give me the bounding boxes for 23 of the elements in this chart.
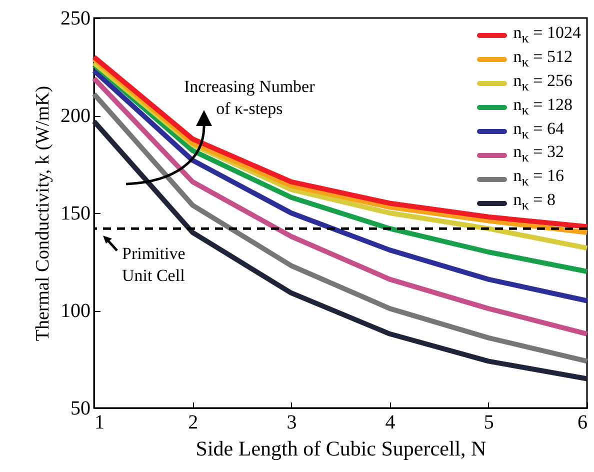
x-axis-title: Side Length of Cubic Supercell, N xyxy=(196,436,486,460)
x-tick-label: 3 xyxy=(286,412,297,434)
y-tick-label: 200 xyxy=(60,105,90,127)
legend-label: Primitive Unit Cell xyxy=(122,242,186,287)
x-tick-label: 5 xyxy=(484,412,494,434)
y-tick-label: 250 xyxy=(60,8,90,30)
legend-label: n$_{κ}$ = 512 xyxy=(513,46,572,72)
legend-label: n$_{κ}$ = 8 xyxy=(513,190,556,216)
y-tick-label: 100 xyxy=(60,300,90,322)
x-tick-label: 2 xyxy=(188,412,198,434)
x-tick-label: 6 xyxy=(578,412,588,434)
y-tick-label: 150 xyxy=(60,202,90,224)
legend-label: n$_{κ}$ = 16 xyxy=(513,166,564,192)
legend-label: n$_{κ}$ = 128 xyxy=(513,94,572,120)
annotation: Increasing Number of κ-steps xyxy=(184,76,315,120)
x-tick-label: 1 xyxy=(94,412,104,434)
x-tick-label: 4 xyxy=(385,412,396,434)
y-axis-title: Thermal Conductivity, k (W/mK) xyxy=(32,86,54,342)
y-tick-label: 50 xyxy=(70,398,90,420)
legend-label: n$_{κ}$ = 1024 xyxy=(513,23,581,48)
legend-label: n$_{κ}$ = 32 xyxy=(513,142,564,168)
legend-label: n$_{κ}$ = 256 xyxy=(513,70,572,96)
legend-label: n$_{κ}$ = 64 xyxy=(513,118,564,144)
